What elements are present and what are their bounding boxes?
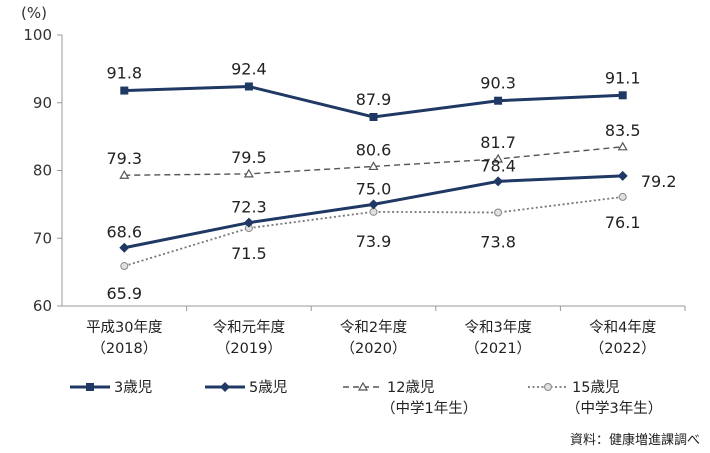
- source-note: 資料：健康増進課調べ: [570, 432, 700, 448]
- data-point-age3: [244, 82, 253, 91]
- data-label: 79.3: [106, 149, 142, 168]
- data-point-age3: [120, 86, 129, 95]
- y-unit-label: (%): [21, 4, 47, 22]
- x-category-year: （2019）: [216, 340, 282, 357]
- y-tick-label: 100: [23, 26, 52, 44]
- legend-marker-age3: [86, 383, 94, 391]
- data-point-age15: [618, 192, 627, 201]
- data-label: 73.9: [356, 232, 392, 251]
- legend-label: 3歳児: [114, 379, 152, 396]
- x-category-year: （2018）: [91, 340, 157, 357]
- legend-marker-age15: [544, 383, 552, 391]
- legend-marker-age12: [357, 381, 369, 391]
- data-label: 83.5: [605, 121, 641, 140]
- data-point-age12: [493, 153, 504, 163]
- legend-label: 15歳児: [572, 379, 619, 396]
- data-point-age15: [120, 262, 129, 271]
- y-tick-label: 70: [33, 229, 52, 247]
- data-point-age12: [368, 161, 379, 171]
- legend-label: 12歳児: [387, 379, 434, 396]
- x-category-year: （2022）: [590, 340, 656, 357]
- x-category-label: 令和4年度: [589, 319, 656, 336]
- series-line-age15: [124, 196, 623, 267]
- legend-sublabel: （中学3年生）: [566, 400, 662, 417]
- data-label: 73.8: [480, 233, 516, 252]
- data-label: 68.6: [106, 223, 142, 242]
- legend-label: 5歳児: [249, 379, 287, 396]
- data-label: 76.1: [605, 213, 641, 232]
- data-point-age3: [618, 91, 627, 100]
- data-point-age5: [243, 217, 254, 228]
- data-label: 71.5: [231, 244, 267, 263]
- series-line-age12: [124, 146, 623, 176]
- data-label: 65.9: [106, 284, 142, 303]
- data-point-age5: [493, 176, 504, 187]
- y-tick-label: 80: [33, 162, 52, 180]
- data-point-age3: [494, 96, 503, 105]
- data-label: 91.8: [106, 64, 142, 83]
- data-point-age12: [617, 141, 628, 151]
- data-point-age12: [119, 170, 130, 179]
- x-category-label: 令和2年度: [340, 319, 407, 336]
- data-point-age5: [617, 170, 628, 181]
- data-point-age3: [369, 112, 378, 121]
- data-label: 80.6: [356, 140, 392, 159]
- data-point-age5: [119, 242, 130, 253]
- data-label: 79.5: [231, 148, 267, 167]
- data-label: 92.4: [231, 59, 267, 78]
- x-category-label: 平成30年度: [86, 319, 162, 336]
- legend-sublabel: （中学1年生）: [381, 400, 477, 417]
- data-label: 75.0: [356, 179, 392, 198]
- data-label: 79.2: [641, 172, 677, 191]
- data-label: 87.9: [356, 90, 392, 109]
- data-label: 90.3: [480, 74, 516, 93]
- data-point-age12: [243, 168, 254, 178]
- x-category-year: （2020）: [341, 340, 407, 357]
- legend-marker-age5: [220, 382, 230, 392]
- data-point-age15: [494, 208, 503, 217]
- data-label: 91.1: [605, 68, 641, 87]
- data-label: 81.7: [480, 133, 516, 152]
- data-point-age5: [368, 199, 379, 210]
- y-tick-label: 60: [33, 297, 52, 315]
- x-category-label: 令和3年度: [464, 319, 531, 336]
- y-tick-label: 90: [33, 94, 52, 112]
- data-label: 72.3: [231, 198, 267, 217]
- x-category-label: 令和元年度: [213, 319, 286, 336]
- data-point-age15: [369, 207, 378, 216]
- x-category-year: （2021）: [465, 340, 531, 357]
- data-label: 78.4: [480, 156, 516, 175]
